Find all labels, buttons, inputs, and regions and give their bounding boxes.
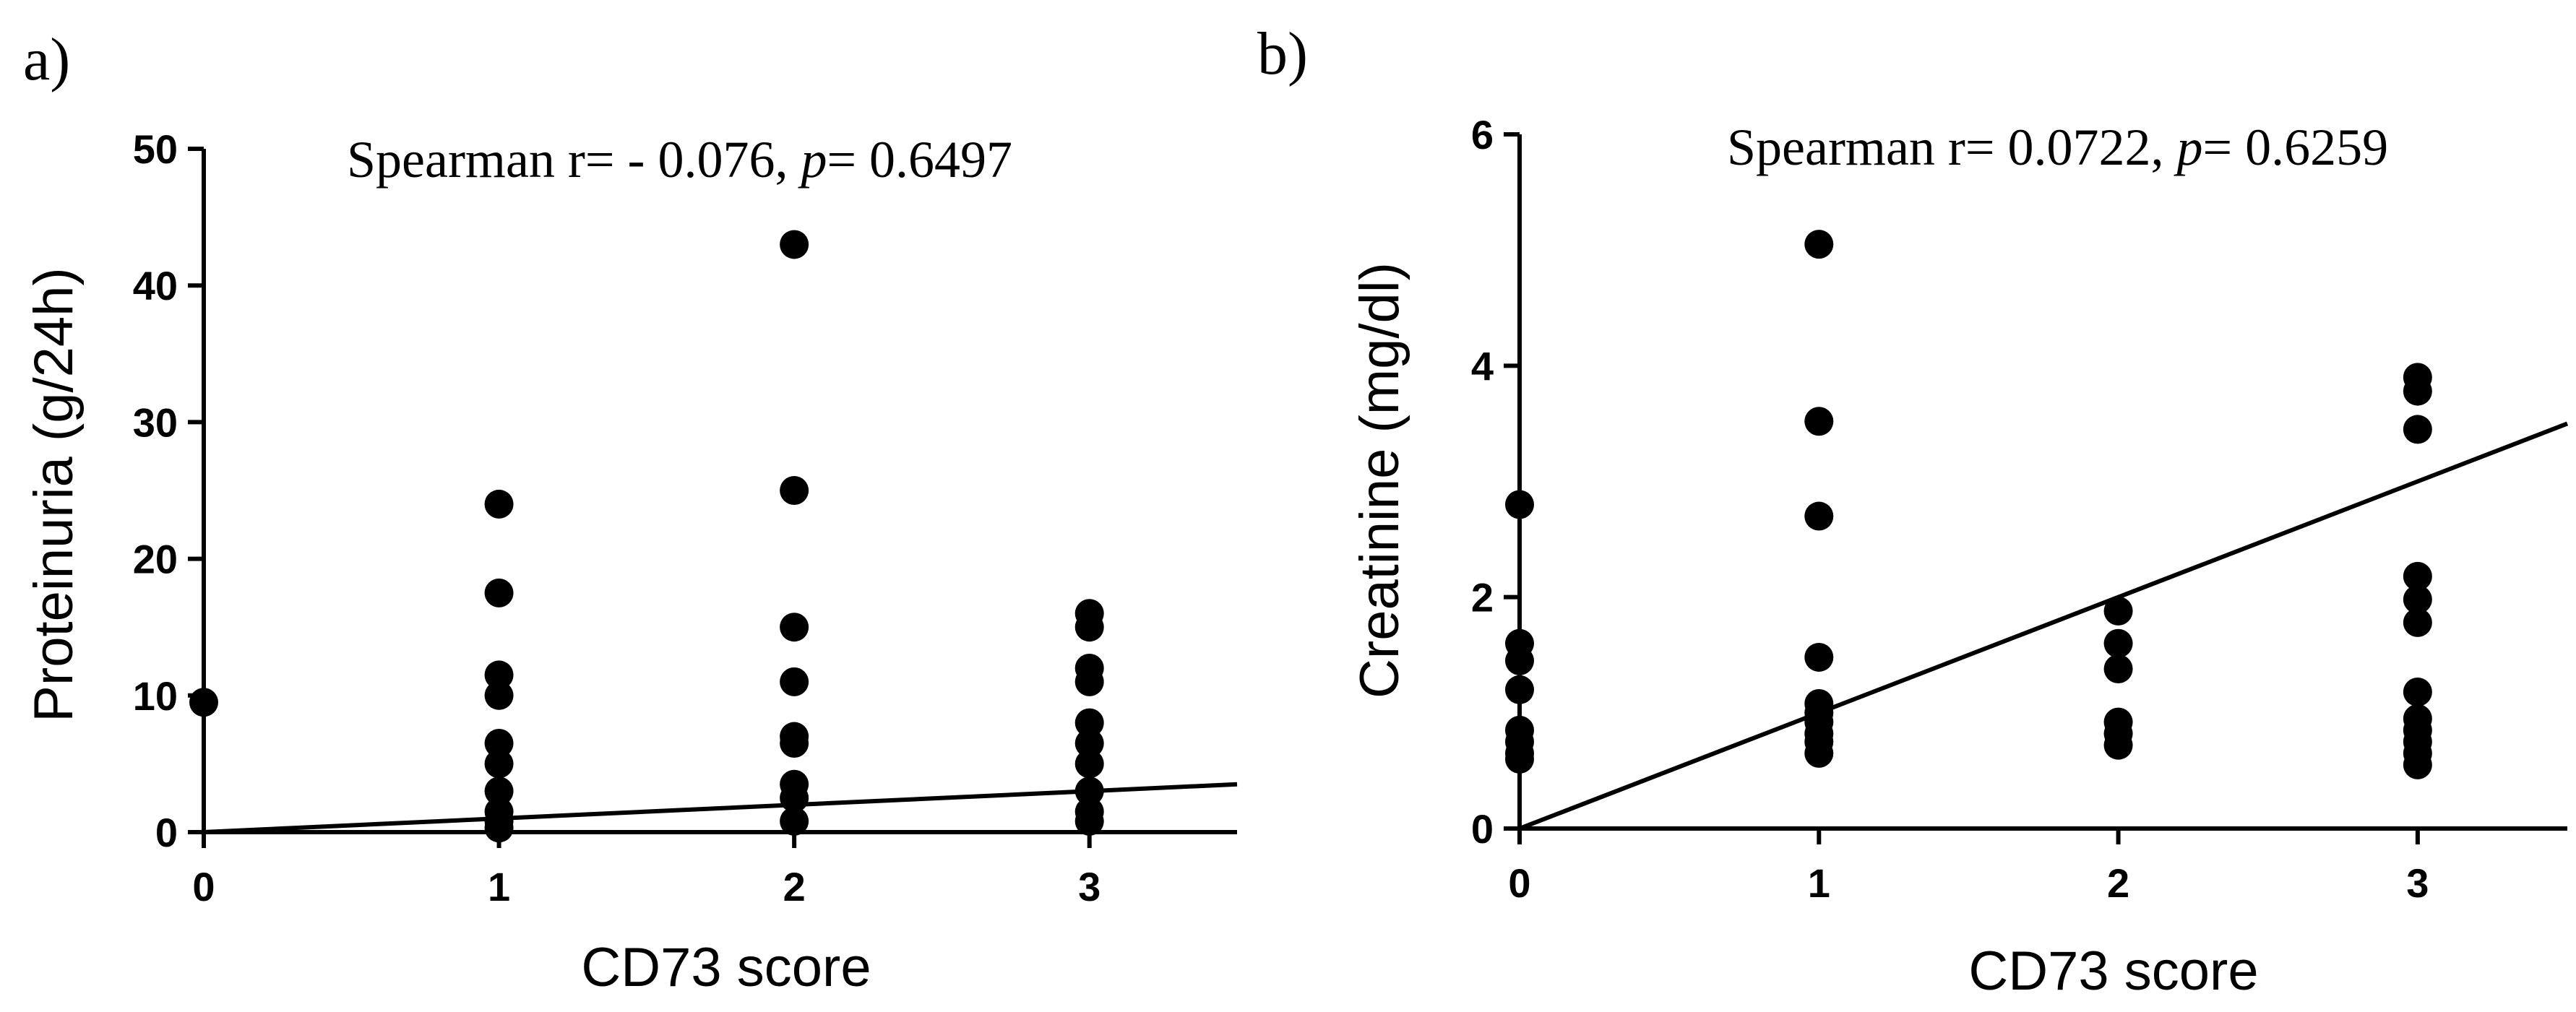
panel-b-x-tick-label-0: 0 [1508, 860, 1530, 906]
panel-b-annotation-prefix: Spearman r= 0.0722, [1727, 118, 2176, 176]
panel-b-data-point-35 [2403, 750, 2432, 779]
panel-b-y-tick-label-0: 0 [1471, 806, 1494, 852]
panel-a-data-point-4 [484, 680, 514, 710]
panel-a-data-point-10 [484, 813, 514, 843]
panel-b-x-tick-label-2: 2 [2107, 860, 2129, 906]
panel-b-label: b) [1257, 20, 1308, 87]
panel-b-data-point-23 [2103, 730, 2133, 760]
panel-a-data-point-25 [1074, 729, 1104, 758]
panel-a-data-point-21 [1074, 613, 1104, 642]
panel-a-data-point-12 [780, 476, 809, 505]
panel-a-data-point-11 [780, 230, 809, 259]
panel-a-data-point-23 [1074, 667, 1104, 696]
panel-b-data-point-20 [2103, 654, 2133, 683]
panel-b-data-point-8 [1804, 230, 1834, 259]
panel-b-spearman-annotation: Spearman r= 0.0722, p= 0.6259 [1727, 118, 2388, 176]
panel-a-data-point-24 [1074, 708, 1104, 738]
panel-a-annotation-p-symbol: p [797, 131, 827, 189]
panel-a-data-point-1 [484, 489, 514, 519]
panel-a-data-point-29 [1074, 806, 1104, 836]
panel-a-x-axis-title: CD73 score [581, 937, 871, 998]
panel-a-data-point-26 [1074, 749, 1104, 779]
panel-a-data-point-19 [780, 806, 809, 836]
panel-a-data-point-5 [484, 729, 514, 758]
panel-b-data-point-0 [1505, 490, 1534, 519]
panel-b-data-point-25 [2403, 376, 2432, 406]
panel-b-data-point-17 [1804, 738, 1834, 768]
panel-b-data-point-7 [1505, 744, 1534, 774]
panel-a-chart: a) Spearman r= - 0.076, p= 0.6497 Protei… [23, 26, 1238, 998]
panel-b-data-point-2 [1505, 646, 1534, 675]
panel-a-data-point-0 [189, 688, 218, 717]
panel-b-y-tick-label-1: 2 [1471, 575, 1494, 620]
panel-a-y-tick-label-0: 0 [155, 810, 178, 855]
panel-b-annotation-suffix: = 0.6259 [2202, 118, 2388, 176]
panel-a-annotation-prefix: Spearman r= - 0.076, [347, 131, 801, 189]
panel-b-data-point-30 [2403, 678, 2432, 707]
panel-b-data-point-11 [1804, 642, 1834, 672]
panel-b-data-point-28 [2403, 584, 2432, 614]
panel-b-data-point-9 [1804, 407, 1834, 436]
panel-a-x-tick-label-0: 0 [192, 864, 215, 909]
panel-b-data-point-10 [1804, 501, 1834, 531]
panel-a-y-tick-label-3: 30 [133, 399, 178, 445]
panel-a-data-point-6 [484, 749, 514, 779]
panel-a-data-point-2 [484, 578, 514, 607]
panel-b-x-tick-label-1: 1 [1808, 860, 1830, 906]
panel-b-regression-line [1518, 421, 2569, 831]
panel-a-y-axis-title: Proteinuria (g/24h) [23, 267, 85, 722]
panel-b-x-axis-title: CD73 score [1968, 940, 2258, 1002]
panel-b-data-point-19 [2103, 628, 2133, 658]
panel-b-x-tick-label-3: 3 [2406, 860, 2429, 906]
panel-a-data-point-7 [484, 777, 514, 806]
panel-b-y-tick-label-3: 6 [1471, 112, 1494, 157]
panel-b-y-tick-label-2: 4 [1471, 343, 1494, 389]
panel-a-x-tick-label-3: 3 [1078, 864, 1100, 909]
panel-b-data-point-27 [2403, 561, 2432, 591]
panel-b-annotation-p-symbol: p [2173, 118, 2202, 176]
panel-a-y-tick-label-1: 10 [133, 673, 178, 719]
panel-a-data-point-3 [484, 660, 514, 690]
panel-b-data-point-29 [2403, 607, 2432, 637]
panel-b-chart: b) Spearman r= 0.0722, p= 0.6259 Creatin… [1257, 20, 2569, 1002]
panel-a-data-point-16 [780, 729, 809, 758]
panel-a-annotation-suffix: = 0.6497 [827, 131, 1012, 189]
panel-a-y-tick-label-2: 20 [133, 537, 178, 582]
panel-a-data-point-18 [780, 783, 809, 813]
panel-a-data-point-13 [780, 613, 809, 642]
panel-a-y-tick-label-4: 40 [133, 263, 178, 308]
panel-a-x-tick-label-1: 1 [488, 864, 510, 909]
panel-a-label: a) [23, 26, 70, 93]
panel-b-y-axis-title: Creatinine (mg/dl) [1349, 262, 1410, 699]
panel-b-data-point-18 [2103, 596, 2133, 626]
panel-a-y-tick-label-5: 50 [133, 126, 178, 172]
panel-a-x-tick-label-2: 2 [783, 864, 806, 909]
panel-a-data-point-14 [780, 667, 809, 696]
panel-a-spearman-annotation: Spearman r= - 0.076, p= 0.6497 [347, 131, 1012, 189]
panel-b-data-point-26 [2403, 415, 2432, 444]
panel-b-data-point-3 [1505, 675, 1534, 704]
panel-a-regression-line [203, 782, 1238, 834]
panel-a-data-point-27 [1074, 777, 1104, 806]
